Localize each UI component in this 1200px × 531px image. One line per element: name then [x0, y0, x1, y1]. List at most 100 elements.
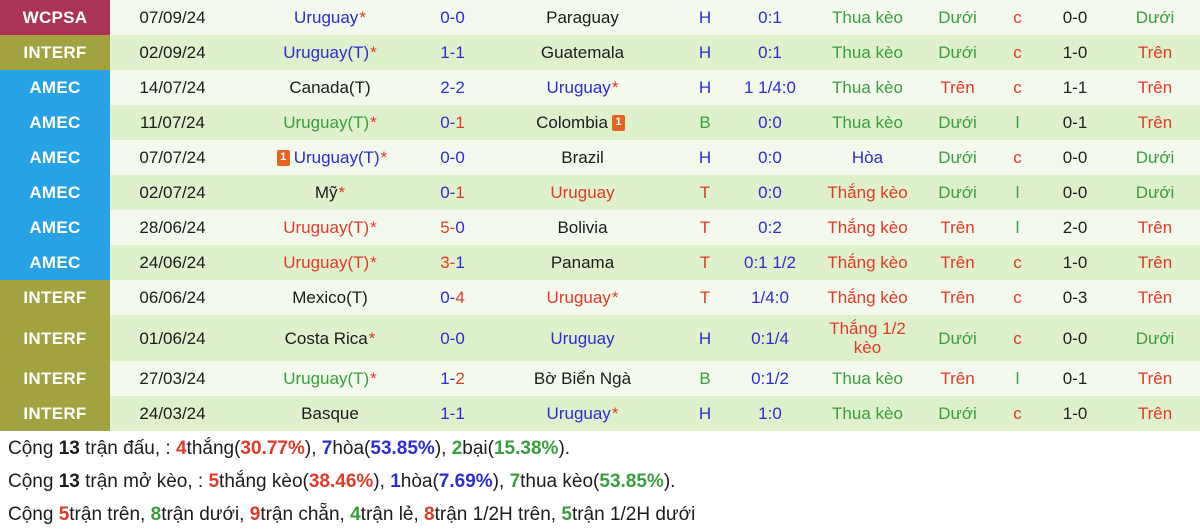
over-under-result: Dưới: [938, 148, 977, 167]
summary-line-1: Cộng 13 trận đấu, : 4 thắng(30.77%), 7 hòa…: [0, 432, 1200, 465]
match-date: 24/06/24: [139, 253, 206, 272]
handicap-odds: 0:2: [758, 218, 782, 237]
league-badge: INTERF: [0, 280, 110, 315]
full-time-score: 1- 2: [425, 361, 480, 396]
team-name: Bolivia: [557, 218, 608, 237]
summary-segment: hòa(: [332, 437, 371, 459]
match-row: INTERF 27/03/24 Uruguay(T) * 1- 2 Bờ Biển Ngà B…: [0, 361, 1200, 396]
result-letter: T: [699, 218, 711, 237]
match-date: 07/07/24: [139, 148, 206, 167]
away-goals: 2: [455, 78, 465, 97]
team-name: Uruguay: [546, 78, 611, 97]
match-date: 02/09/24: [139, 43, 206, 62]
handicap-odds: 1 1/4:0: [744, 78, 796, 97]
handicap-result: Thắng kèo: [827, 288, 908, 307]
star-marker: *: [370, 43, 377, 62]
summary-segment: 1: [390, 470, 401, 492]
summary-segment: trận trên,: [69, 503, 151, 525]
handicap-result: Thắng kèo: [827, 253, 908, 272]
star-marker: *: [611, 78, 619, 97]
half-time-score: 0-0: [1062, 183, 1088, 202]
summary-segment: ),: [492, 470, 510, 492]
team-name: Uruguay(T): [283, 218, 370, 237]
half-time-over-under: Dưới: [1135, 328, 1175, 348]
team-name: Canada(T): [289, 78, 371, 97]
summary-segment: 2: [451, 437, 463, 459]
summary-segment: 5: [58, 503, 70, 525]
summary-segment: 4: [350, 503, 361, 525]
match-date: 14/07/24: [139, 78, 206, 97]
over-under-result: Dưới: [938, 113, 977, 132]
result-letter: T: [699, 183, 711, 202]
half-time-over-under: Trên: [1137, 369, 1173, 388]
summary-segment: thắng kèo(: [219, 470, 309, 492]
team-name: Uruguay: [550, 183, 615, 202]
team-name: Basque: [301, 404, 359, 423]
away-team: Guatemala: [480, 35, 685, 70]
summary-segment: Cộng: [8, 470, 59, 492]
home-team: Uruguay(T) *: [235, 105, 425, 140]
home-team: Mexico(T): [235, 280, 425, 315]
summary-segment: trận mở kèo, :: [79, 470, 209, 492]
home-team: Uruguay(T) *: [235, 210, 425, 245]
away-team: Uruguay *: [480, 70, 685, 105]
result-letter: B: [699, 369, 711, 388]
team-name: Mexico(T): [292, 288, 368, 307]
home-goals: 0-: [440, 148, 456, 167]
summary-segment: trận 1/2H dưới: [571, 503, 696, 525]
star-marker: *: [370, 113, 377, 132]
full-time-score: 0- 0: [425, 140, 480, 175]
odd-even-indicator: c: [1013, 404, 1022, 423]
team-name: Paraguay: [546, 8, 619, 27]
handicap-result: Thắng kèo: [827, 183, 908, 202]
home-goals: 0-: [440, 288, 456, 307]
handicap-odds: 0:1/2: [751, 369, 789, 388]
match-date: 28/06/24: [139, 218, 206, 237]
team-name: Colombia: [536, 113, 608, 132]
match-row: AMEC 02/07/24 Mỹ * 0- 1 Uruguay T 0:0 Thắng kèo Dư…: [0, 175, 1200, 210]
summary-segment: ).: [558, 437, 571, 459]
away-team: Bolivia: [480, 210, 685, 245]
handicap-odds: 0:0: [758, 113, 782, 132]
over-under-result: Dưới: [938, 8, 977, 27]
over-under-result: Dưới: [938, 183, 977, 202]
summary-segment: trận chẵn,: [260, 503, 351, 525]
home-team: Uruguay *: [235, 0, 425, 35]
away-team: Colombia 1: [480, 105, 685, 140]
handicap-odds: 0:0: [758, 148, 782, 167]
full-time-score: 5- 0: [425, 210, 480, 245]
away-goals: 1: [455, 43, 465, 62]
over-under-result: Trên: [940, 218, 975, 237]
half-time-over-under: Trên: [1137, 43, 1173, 62]
away-goals: 1: [455, 183, 465, 202]
handicap-odds: 1:0: [758, 404, 782, 423]
home-goals: 1-: [440, 369, 456, 388]
over-under-result: Trên: [940, 369, 975, 388]
away-team: Uruguay: [480, 315, 685, 361]
match-row: INTERF 01/06/24 Costa Rica * 0- 0 Uruguay H 0:1/…: [0, 315, 1200, 361]
summary-segment: 5: [208, 470, 220, 492]
odd-even-indicator: c: [1013, 8, 1022, 27]
league-badge: AMEC: [0, 70, 110, 105]
team-name: Uruguay(T): [283, 43, 370, 62]
summary-segment: 53.85%: [599, 470, 664, 492]
home-team: Uruguay(T) *: [235, 361, 425, 396]
home-team: 1 Uruguay(T) *: [235, 140, 425, 175]
team-name: Costa Rica: [284, 328, 368, 348]
over-under-result: Trên: [940, 78, 975, 97]
handicap-result: Thua kèo: [832, 113, 903, 132]
team-name: Mỹ: [314, 183, 338, 202]
home-team: Costa Rica *: [235, 315, 425, 361]
full-time-score: 3- 1: [425, 245, 480, 280]
handicap-odds: 1/4:0: [751, 288, 789, 307]
team-name: Uruguay(T): [283, 253, 370, 272]
away-goals: 0: [455, 328, 465, 348]
league-badge: AMEC: [0, 245, 110, 280]
summary-segment: 7.69%: [438, 470, 493, 492]
league-badge: INTERF: [0, 396, 110, 431]
full-time-score: 0- 1: [425, 105, 480, 140]
match-date: 24/03/24: [139, 404, 206, 423]
team-name: Guatemala: [540, 43, 625, 62]
full-time-score: 0- 1: [425, 175, 480, 210]
away-goals: 0: [455, 218, 465, 237]
